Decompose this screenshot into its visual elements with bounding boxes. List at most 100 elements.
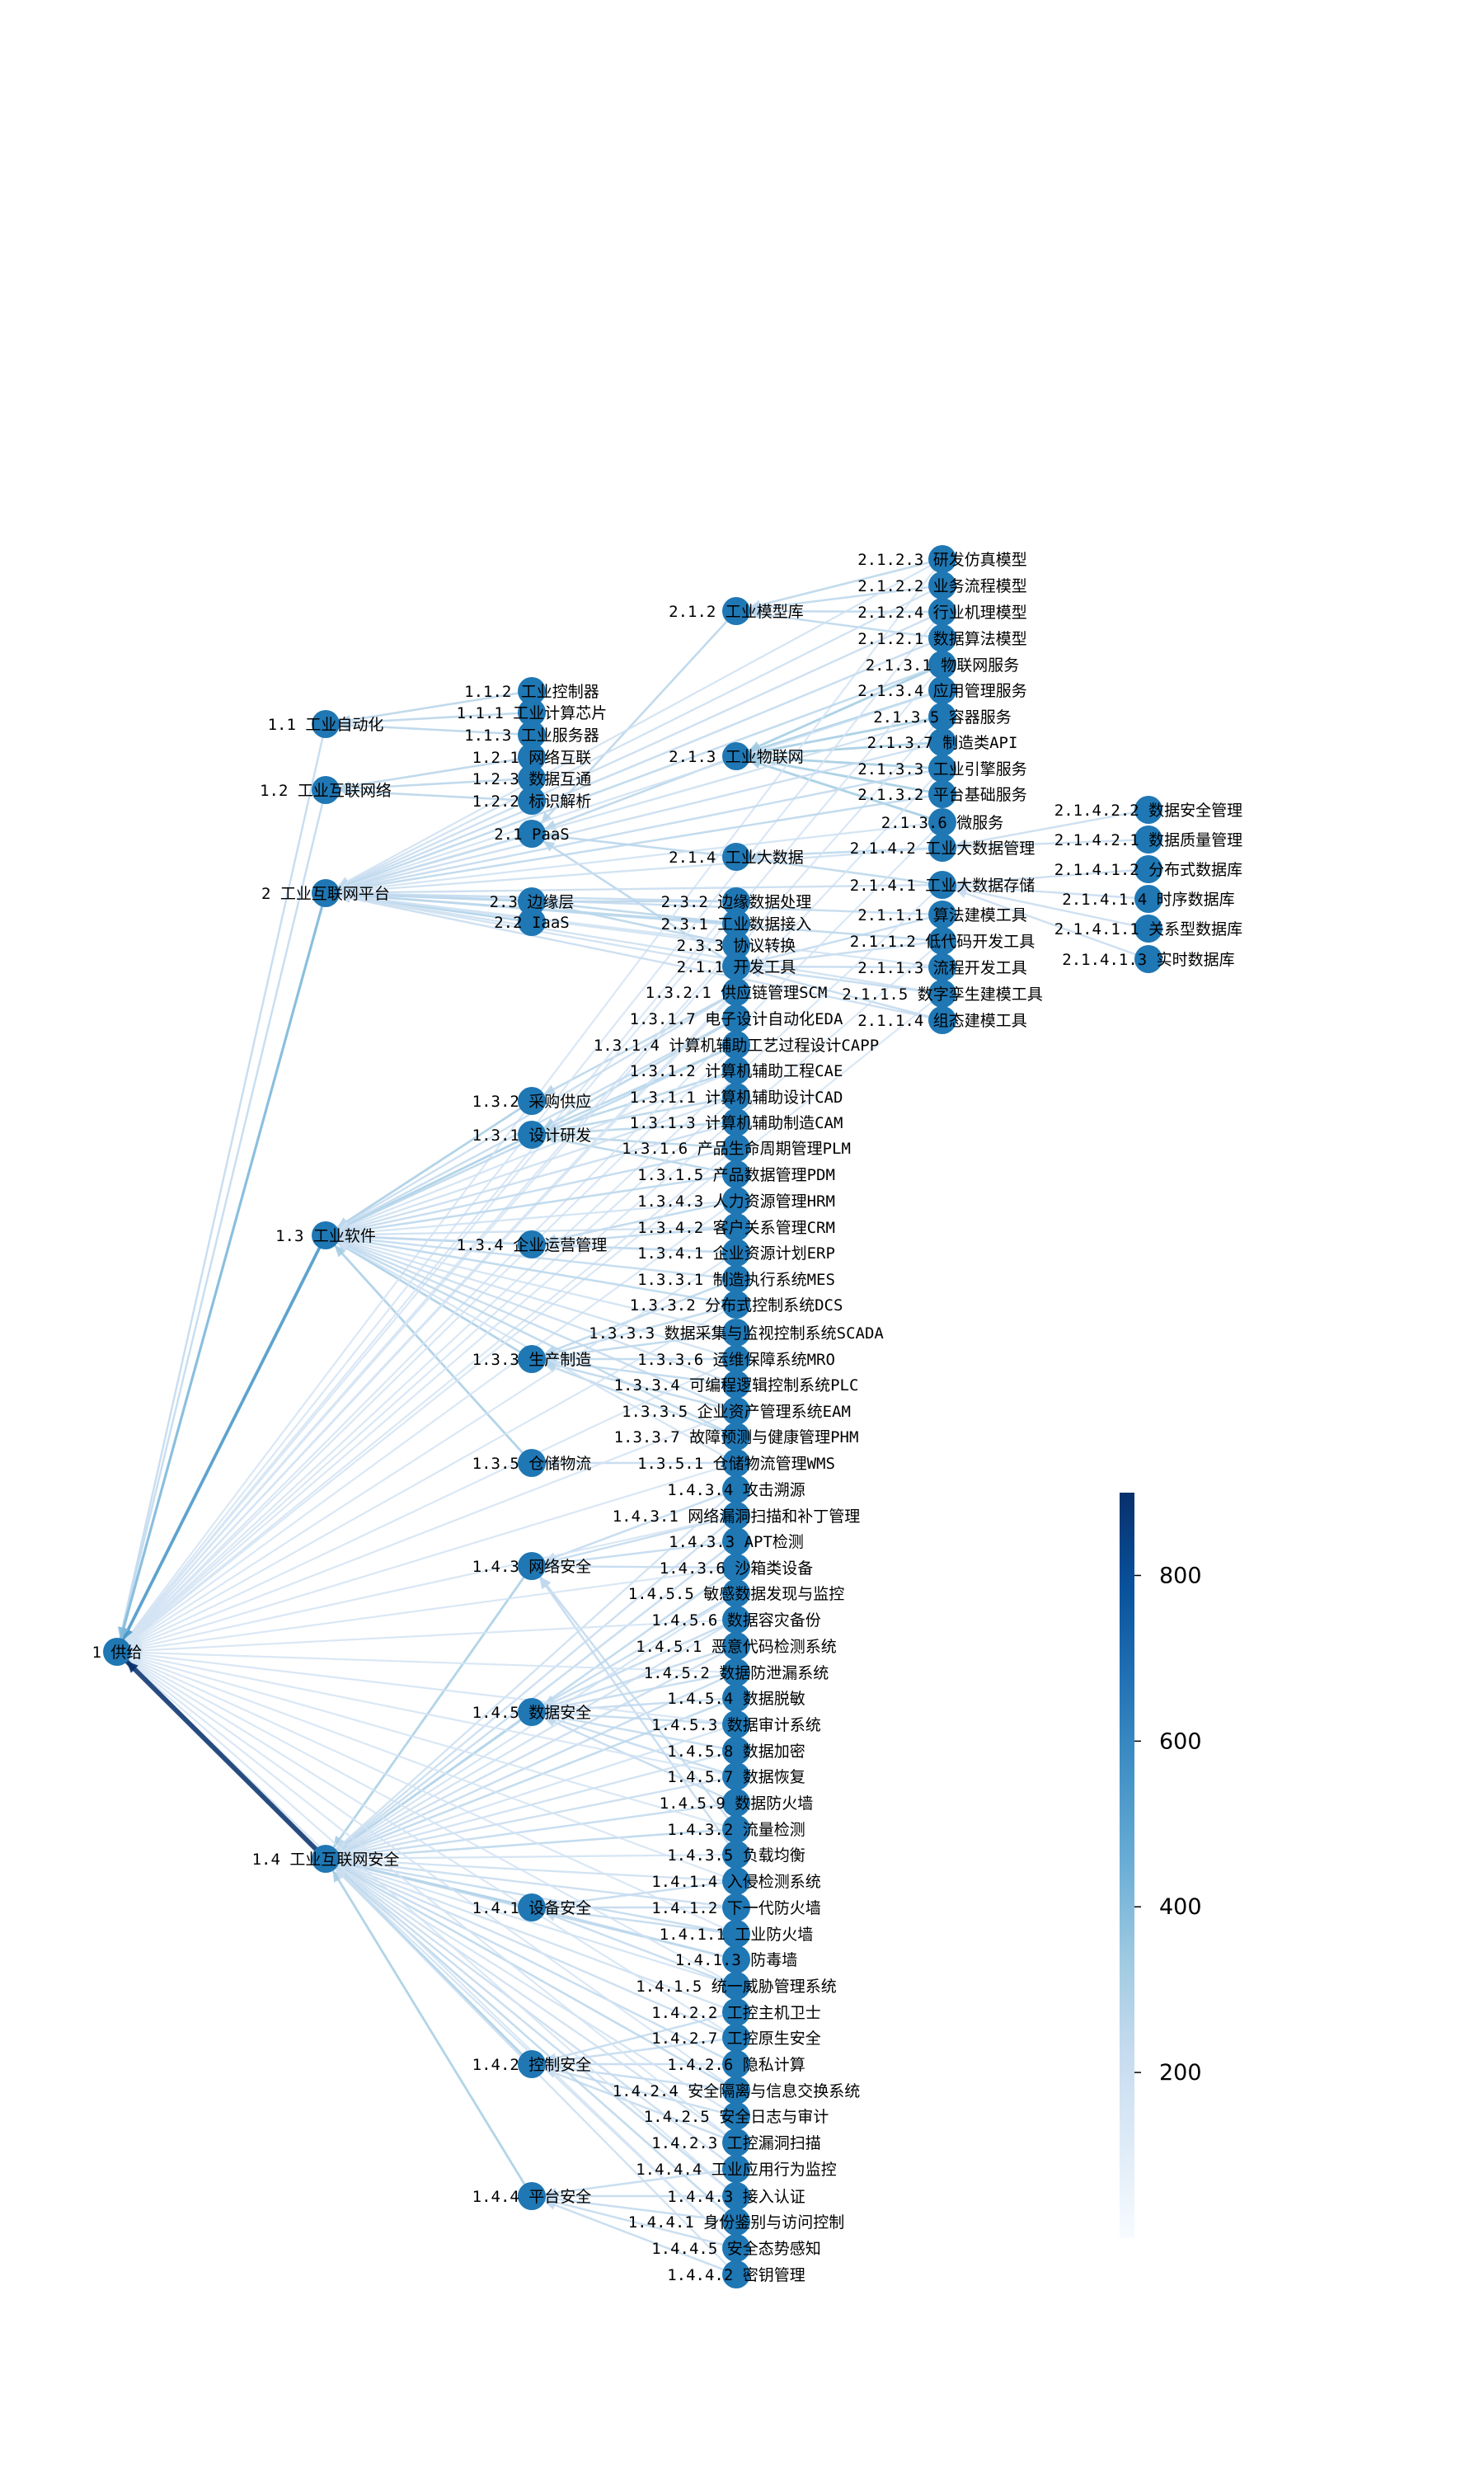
graph-node: 1.4.1.1 工业防火墙 <box>660 1920 813 1948</box>
graph-node: 1.3.1.1 计算机辅助设计CAD <box>630 1083 843 1111</box>
edge <box>531 1618 737 1714</box>
node-label: 2.1.1.1 算法建模工具 <box>857 906 1027 924</box>
graph-node: 1.4.1.3 防毒墙 <box>675 1945 797 1973</box>
graph-node: 1.2.1 网络互联 <box>472 743 592 771</box>
node-label: 1.3.1.3 计算机辅助制造CAM <box>630 1114 843 1132</box>
node-label: 2.1.4.1.4 时序数据库 <box>1062 891 1234 909</box>
edge <box>116 1200 737 1653</box>
node-label: 2.1.1.5 数字孪生建模工具 <box>842 985 1043 1004</box>
edge <box>942 883 1149 930</box>
edge-arrowhead <box>749 854 762 866</box>
edge <box>116 1252 737 1653</box>
graph-node: 2.1.4.2.1 数据质量管理 <box>1054 825 1242 854</box>
node-label: 1.4.1.4 入侵检测系统 <box>651 1873 821 1891</box>
edge <box>116 1651 737 2197</box>
edge <box>325 689 533 726</box>
edge <box>325 715 943 895</box>
node-label: 2.1.4.1.3 实时数据库 <box>1062 951 1234 969</box>
edge-arrowhead <box>118 1626 129 1639</box>
edge <box>325 891 943 1022</box>
graph-node: 1.2.2 标识解析 <box>472 787 591 815</box>
edge <box>116 1650 737 1883</box>
edge <box>325 1858 737 2143</box>
graph-node: 1.4.3 网络安全 <box>472 1552 592 1580</box>
edge <box>531 1565 737 1830</box>
graph-node: 1.4.5.5 敏感数据发现与监控 <box>628 1579 844 1607</box>
graph-node: 2.1.4.1.4 时序数据库 <box>1062 885 1235 913</box>
edge-arrowhead <box>539 1577 551 1590</box>
edge <box>324 1565 533 1860</box>
graph-node: 1.3.1.2 计算机辅助工程CAE <box>630 1056 843 1084</box>
node-marker <box>722 1108 750 1136</box>
edge <box>325 1696 737 1860</box>
node-marker <box>928 780 956 808</box>
node-label: 1.4.2.3 工控漏洞扫描 <box>651 2134 821 2152</box>
node-label: 2.1.2.4 行业机理模型 <box>857 604 1027 622</box>
node-label: 1.4.3 网络安全 <box>472 1558 592 1576</box>
graph-node: 2.1.1.3 流程开发工具 <box>857 953 1027 981</box>
node-label: 1.4.3.6 沙箱类设备 <box>660 1559 814 1578</box>
colorbar-ticks: 200 400 600 800 <box>1134 1563 1202 2086</box>
graph-node: 1.3.3 生产制造 <box>472 1345 591 1373</box>
graph-node: 2.3.3 协议转换 <box>677 931 796 959</box>
graph-node: 2.1.4.1 工业大数据存储 <box>850 871 1035 899</box>
graph-node: 2.1.3.3 工业引擎服务 <box>857 755 1027 783</box>
graph-node: 1.3.3.5 企业资产管理系统EAM <box>622 1397 851 1425</box>
node-label: 1.3.2.1 供应链管理SCM <box>646 984 828 1002</box>
edge <box>116 1651 737 2039</box>
node-marker <box>722 1762 750 1790</box>
node-marker <box>518 787 546 815</box>
graph-node: 1.3.4.3 人力资源管理HRM <box>637 1187 835 1215</box>
graph-node: 2.2 IaaS <box>494 908 570 936</box>
graph-node: 1.3.5 仓储物流 <box>472 1449 591 1477</box>
node-marker <box>518 1449 546 1477</box>
node-label: 2.3.1 工业数据接入 <box>661 915 812 934</box>
node-label: 1.2.1 网络互联 <box>472 749 592 767</box>
edge <box>324 1235 533 1464</box>
node-marker <box>722 1265 750 1293</box>
node-marker <box>518 820 546 848</box>
node-marker <box>928 545 956 573</box>
node-label: 1.4.4.2 密钥管理 <box>667 2266 805 2284</box>
node-label: 2.1.4.2 工业大数据管理 <box>850 840 1036 858</box>
graph-node: 2.1.4.1.3 实时数据库 <box>1062 945 1235 973</box>
edge <box>531 2062 737 2092</box>
edge-arrowhead <box>544 831 557 842</box>
node-marker <box>928 703 956 731</box>
graph-node: 1.4 工业互联网安全 <box>252 1845 399 1873</box>
edge <box>531 990 737 1103</box>
edge <box>325 558 943 894</box>
node-marker <box>928 953 956 981</box>
edge-arrowhead <box>338 720 351 731</box>
node-label: 1.2 工业互联网络 <box>260 782 392 800</box>
edge <box>324 1858 533 2197</box>
edge <box>325 1857 737 2092</box>
edge <box>325 891 943 916</box>
node-label: 1.3.3.3 数据采集与监视控制系统SCADA <box>589 1324 884 1343</box>
graph-node: 1.4.4.3 接入认证 <box>667 2182 805 2210</box>
edge <box>942 838 1149 849</box>
edge <box>116 1514 737 1653</box>
node-label: 1.1 工业自动化 <box>268 716 384 734</box>
edge <box>116 901 737 1653</box>
graph-node: 2.1.3.1 物联网服务 <box>866 651 1019 679</box>
node-marker <box>722 2155 750 2183</box>
node-label: 1.3.1.1 计算机辅助设计CAD <box>630 1089 843 1107</box>
node-label: 2.1.4.1.2 分布式数据库 <box>1054 861 1242 879</box>
edge <box>325 1775 737 1860</box>
node-label: 1.4.2.6 隐私计算 <box>667 2056 805 2074</box>
node-label: 1.4.4.5 安全态势感知 <box>651 2240 821 2258</box>
node-marker <box>722 887 750 915</box>
graph-node: 2.1 PaaS <box>494 820 570 848</box>
node-label: 1.4.2.4 安全隔离与信息交换系统 <box>613 2082 861 2100</box>
node-label: 1.4.5.3 数据审计系统 <box>651 1716 821 1734</box>
node-label: 2.1.3 工业物联网 <box>669 748 804 766</box>
edge <box>116 1461 737 1653</box>
node-marker <box>312 776 340 804</box>
edge <box>735 846 943 858</box>
edge-arrowhead <box>749 609 762 620</box>
graph-node: 2.1.1.4 组态建模工具 <box>857 1006 1027 1034</box>
graph-node: 1.2.3 数据互通 <box>472 764 591 793</box>
edge <box>116 1651 737 2091</box>
node-marker <box>518 1345 546 1373</box>
